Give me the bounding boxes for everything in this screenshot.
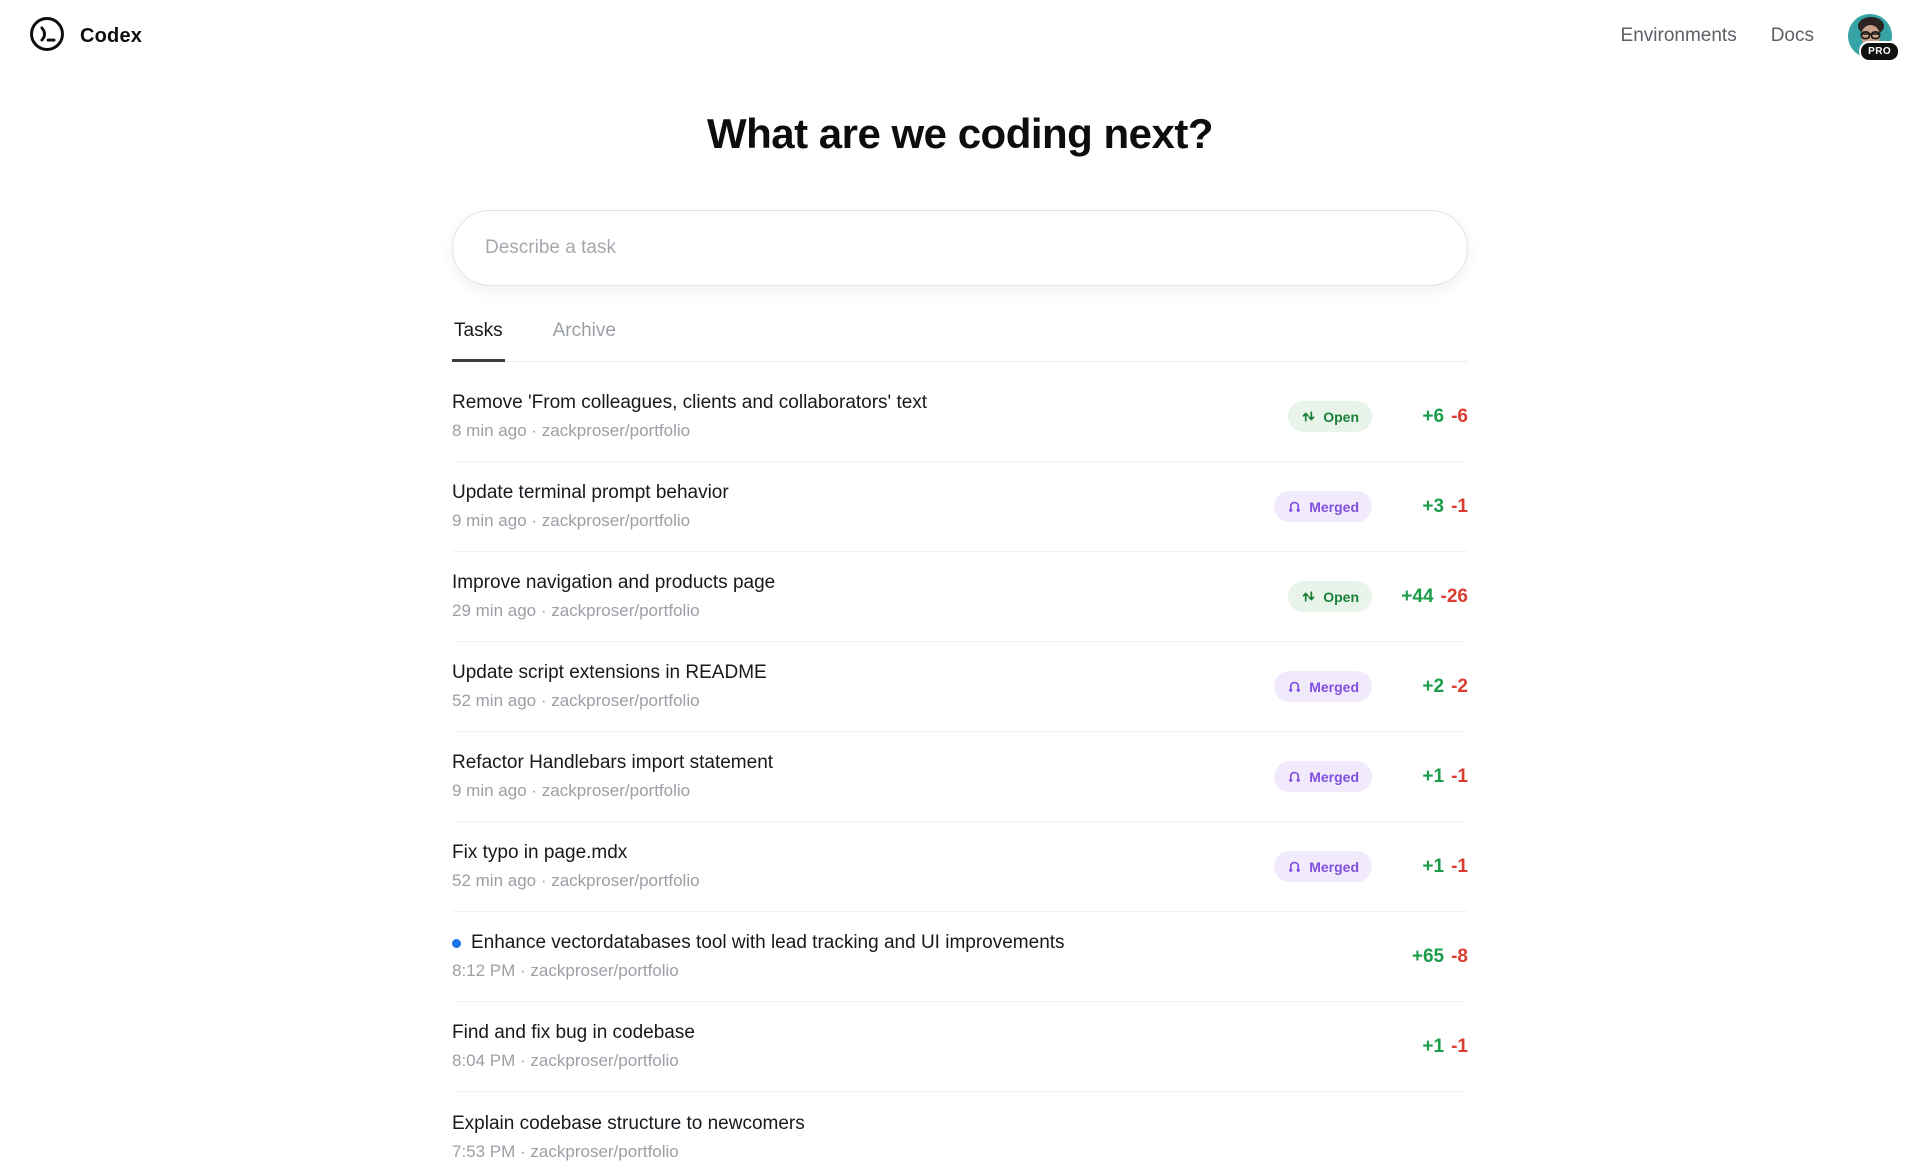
task-title: Remove 'From colleagues, clients and col… — [452, 392, 928, 413]
pro-badge: PRO — [1859, 41, 1900, 62]
status-badge: Merged — [1274, 671, 1372, 702]
task-row[interactable]: Find and fix bug in codebase 8:04 PM · z… — [452, 1002, 1468, 1092]
diff-stats: +6 -6 — [1372, 406, 1468, 428]
git-merge-icon — [1287, 769, 1302, 784]
top-nav: Environments Docs PRO — [1620, 14, 1900, 62]
nav-link-docs[interactable]: Docs — [1770, 25, 1814, 46]
task-meta: 52 min ago · zackproser/portfolio — [452, 871, 700, 890]
task-meta: 52 min ago · zackproser/portfolio — [452, 691, 700, 710]
diff-stats: +1 -1 — [1372, 856, 1468, 878]
task-title: Enhance vectordatabases tool with lead t… — [471, 932, 1065, 953]
task-input[interactable] — [452, 210, 1468, 286]
task-title: Find and fix bug in codebase — [452, 1022, 695, 1043]
task-title: Update terminal prompt behavior — [452, 482, 729, 503]
header: Codex Environments Docs PRO — [0, 0, 1920, 72]
page-title: What are we coding next? — [706, 110, 1214, 157]
status-label: Open — [1323, 588, 1359, 605]
status-label: Merged — [1309, 768, 1359, 785]
status-label: Open — [1323, 408, 1359, 425]
diff-stats: +3 -1 — [1372, 496, 1468, 518]
git-merge-icon — [1287, 859, 1302, 874]
status-badge: Merged — [1274, 491, 1372, 522]
task-row[interactable]: Improve navigation and products page 29 … — [452, 552, 1468, 642]
task-meta: 7:53 PM · zackproser/portfolio — [452, 1141, 679, 1161]
task-row[interactable]: Enhance vectordatabases tool with lead t… — [452, 912, 1468, 1002]
brand-name: Codex — [80, 24, 143, 47]
codex-terminal-icon — [28, 15, 66, 58]
task-row[interactable]: Update script extensions in README 52 mi… — [452, 642, 1468, 732]
deletions-count: -6 — [1451, 405, 1468, 427]
deletions-count: -26 — [1440, 585, 1468, 607]
task-list: Remove 'From colleagues, clients and col… — [452, 362, 1468, 1176]
brand[interactable]: Codex — [28, 15, 142, 58]
unread-dot — [452, 938, 461, 948]
deletions-count: -1 — [1451, 495, 1468, 517]
pull-request-open-icon — [1301, 409, 1316, 424]
task-meta: 8 min ago · zackproser/portfolio — [452, 421, 691, 440]
diff-stats: +44 -26 — [1372, 586, 1468, 608]
deletions-count: -1 — [1451, 855, 1468, 877]
task-row[interactable]: Fix typo in page.mdx 52 min ago · zackpr… — [452, 822, 1468, 912]
task-title: Improve navigation and products page — [452, 572, 776, 593]
pull-request-open-icon — [1301, 589, 1316, 604]
additions-count: +1 — [1422, 765, 1445, 787]
deletions-count: -2 — [1451, 675, 1468, 697]
task-meta: 9 min ago · zackproser/portfolio — [452, 781, 691, 800]
additions-count: +2 — [1422, 675, 1445, 697]
task-row[interactable]: Refactor Handlebars import statement 9 m… — [452, 732, 1468, 822]
status-badge: Open — [1288, 581, 1372, 612]
deletions-count: -1 — [1451, 765, 1468, 787]
git-merge-icon — [1287, 679, 1302, 694]
deletions-count: -8 — [1451, 945, 1468, 967]
additions-count: +1 — [1422, 1035, 1445, 1057]
task-row[interactable]: Remove 'From colleagues, clients and col… — [452, 372, 1468, 462]
additions-count: +1 — [1422, 855, 1445, 877]
task-title: Update script extensions in README — [452, 662, 767, 683]
task-meta: 9 min ago · zackproser/portfolio — [452, 511, 691, 530]
diff-stats: +2 -2 — [1372, 676, 1468, 698]
task-meta: 8:12 PM · zackproser/portfolio — [452, 961, 679, 980]
status-label: Merged — [1309, 858, 1359, 875]
task-meta: 29 min ago · zackproser/portfolio — [452, 601, 700, 620]
diff-stats: +1 -1 — [1372, 766, 1468, 788]
git-merge-icon — [1287, 499, 1302, 514]
task-row[interactable]: Explain codebase structure to newcomers … — [452, 1092, 1468, 1176]
task-title: Fix typo in page.mdx — [452, 842, 628, 863]
diff-stats: +65 -8 — [1372, 946, 1468, 968]
additions-count: +6 — [1422, 405, 1445, 427]
tab-archive[interactable]: Archive — [552, 320, 616, 341]
task-row[interactable]: Update terminal prompt behavior 9 min ag… — [452, 462, 1468, 552]
status-label: Merged — [1309, 678, 1359, 695]
deletions-count: -1 — [1451, 1035, 1468, 1057]
task-title: Refactor Handlebars import statement — [452, 752, 774, 773]
task-meta: 8:04 PM · zackproser/portfolio — [452, 1051, 679, 1070]
main-content: Tasks Archive Remove 'From colleagues, c… — [452, 210, 1468, 1176]
nav-link-environments[interactable]: Environments — [1620, 25, 1737, 46]
tabs: Tasks Archive — [452, 320, 1468, 362]
diff-stats: +1 -1 — [1372, 1036, 1468, 1058]
additions-count: +44 — [1401, 585, 1434, 607]
status-badge: Merged — [1274, 851, 1372, 882]
status-label: Merged — [1309, 498, 1359, 515]
tab-tasks[interactable]: Tasks — [452, 320, 505, 362]
task-title: Explain codebase structure to newcomers — [452, 1112, 805, 1134]
status-badge: Merged — [1274, 761, 1372, 792]
additions-count: +65 — [1411, 945, 1445, 967]
avatar[interactable]: PRO — [1848, 14, 1900, 62]
status-badge: Open — [1288, 401, 1372, 432]
additions-count: +3 — [1422, 495, 1445, 517]
